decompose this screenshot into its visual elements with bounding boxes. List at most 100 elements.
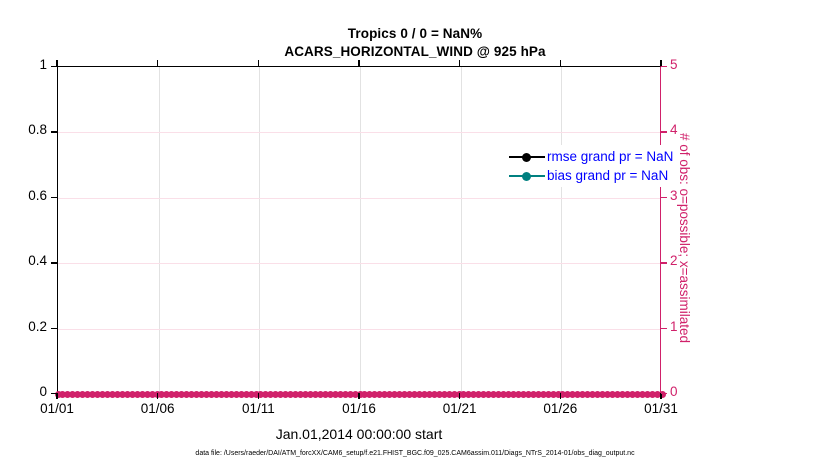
- obs-marker: [460, 391, 468, 398]
- y-axis-tick-left: [51, 196, 57, 199]
- obs-marker: [74, 391, 82, 398]
- obs-marker: [366, 391, 374, 398]
- obs-marker: [569, 391, 577, 398]
- obs-marker: [376, 391, 384, 398]
- obs-marker: [633, 391, 641, 398]
- x-axis-tick: [56, 393, 58, 399]
- obs-marker: [346, 391, 354, 398]
- obs-marker: [193, 391, 201, 398]
- obs-marker: [505, 391, 513, 398]
- obs-marker: [480, 391, 488, 398]
- y-axis-tick-right: [661, 66, 667, 68]
- obs-marker: [406, 391, 413, 398]
- legend-marker-icon: [509, 150, 545, 164]
- obs-marker: [529, 391, 537, 398]
- obs-marker: [544, 391, 552, 398]
- horizontal-gridline: [58, 263, 660, 265]
- obs-marker: [237, 391, 245, 398]
- obs-marker: [554, 391, 562, 398]
- obs-marker: [163, 391, 171, 398]
- y-axis-tick-label-right: 1: [670, 318, 678, 334]
- obs-marker: [79, 391, 87, 398]
- obs-marker: [148, 391, 156, 398]
- obs-marker: [267, 391, 275, 398]
- obs-marker: [519, 391, 527, 398]
- vertical-gridline: [360, 67, 361, 392]
- obs-marker: [638, 391, 646, 398]
- legend-label: rmse grand pr = NaN: [547, 148, 674, 164]
- obs-marker: [381, 391, 389, 398]
- obs-marker: [292, 391, 300, 398]
- x-axis-tick: [458, 393, 461, 399]
- obs-marker: [440, 391, 448, 398]
- obs-marker: [534, 391, 542, 398]
- vertical-gridline: [460, 67, 462, 392]
- obs-marker: [391, 391, 399, 398]
- y-axis-tick-left: [51, 66, 57, 68]
- obs-marker: [257, 391, 265, 398]
- y-axis-tick-label-left: 0.8: [28, 122, 47, 138]
- obs-marker: [579, 391, 587, 398]
- obs-marker: [272, 391, 280, 398]
- x-axis-tick-top: [56, 60, 58, 66]
- obs-marker: [549, 391, 557, 398]
- y-axis-tick-label-left: 0: [39, 384, 47, 399]
- obs-marker: [623, 391, 631, 398]
- obs-marker: [653, 391, 661, 398]
- obs-marker: [643, 391, 651, 398]
- obs-marker: [59, 391, 67, 398]
- obs-marker: [386, 391, 394, 398]
- vertical-gridline: [259, 67, 261, 392]
- obs-marker: [242, 391, 250, 398]
- x-axis-label: Jan.01,2014 00:00:00 start: [275, 426, 443, 442]
- obs-marker: [104, 391, 111, 398]
- obs-marker: [316, 391, 324, 398]
- x-axis-tick-label: 01/21: [442, 401, 477, 416]
- obs-marker: [524, 391, 532, 398]
- y-axis-tick-left: [51, 393, 57, 395]
- obs-marker: [559, 391, 567, 398]
- obs-marker: [648, 391, 656, 398]
- obs-marker: [178, 391, 186, 398]
- obs-marker: [470, 391, 478, 398]
- data-file-note: data file: /Users/raeder/DAI/ATM_forcXX/…: [195, 450, 635, 457]
- obs-marker: [64, 391, 72, 398]
- obs-marker: [420, 391, 428, 398]
- legend-item: rmse grand pr = NaN: [509, 147, 673, 166]
- x-axis-tick-top: [257, 60, 260, 66]
- obs-marker: [203, 391, 211, 398]
- legend-item: bias grand pr = NaN: [509, 166, 673, 185]
- obs-marker: [509, 391, 517, 398]
- obs-marker: [341, 391, 349, 398]
- obs-marker: [351, 391, 359, 398]
- y-axis-tick-right: [661, 393, 667, 395]
- obs-marker: [222, 391, 230, 398]
- vertical-gridline: [561, 67, 563, 392]
- obs-marker: [564, 391, 572, 398]
- y-axis-tick-right: [661, 196, 667, 199]
- obs-marker: [113, 391, 121, 398]
- obs-marker: [262, 391, 270, 398]
- horizontal-gridline: [58, 197, 660, 199]
- x-axis-tick-top: [156, 60, 159, 66]
- obs-marker: [138, 391, 146, 398]
- obs-marker: [252, 391, 260, 398]
- obs-marker: [608, 391, 616, 398]
- x-axis-tick-label: 01/01: [40, 401, 74, 416]
- obs-marker: [500, 391, 508, 398]
- x-axis-tick-label: 01/16: [342, 401, 376, 416]
- y-axis-tick-label-left: 0.4: [28, 253, 47, 269]
- obs-marker: [321, 391, 329, 398]
- obs-marker: [618, 391, 626, 398]
- obs-marker: [658, 391, 666, 398]
- obs-marker: [599, 391, 607, 398]
- obs-marker: [69, 391, 77, 398]
- obs-marker: [297, 391, 305, 398]
- y-axis-tick-right: [661, 262, 667, 264]
- obs-marker: [302, 391, 310, 398]
- obs-marker: [371, 391, 379, 398]
- obs-marker: [401, 391, 409, 398]
- gridlines: [58, 67, 660, 392]
- y-axis-tick-label-left: 0.6: [28, 187, 47, 203]
